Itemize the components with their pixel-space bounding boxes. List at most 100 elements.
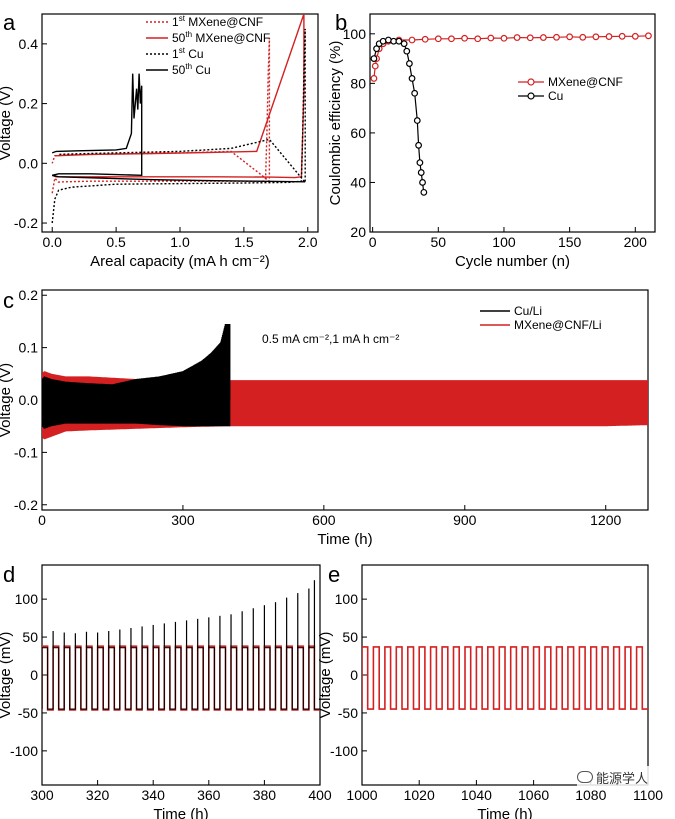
data-point [513, 34, 521, 41]
panel-letter-c: c [3, 288, 14, 313]
data-point [566, 33, 574, 41]
data-point [631, 32, 639, 40]
y-tick-label: -100 [10, 743, 38, 759]
data-point [415, 141, 422, 149]
data-point [553, 33, 560, 41]
data-point [500, 34, 508, 42]
y-tick-label: -50 [18, 705, 38, 721]
y-tick-label: 100 [335, 591, 359, 607]
y-tick-label: 100 [343, 26, 367, 42]
x-tick-label: 340 [142, 787, 166, 803]
chat-bubble-icon [577, 771, 593, 783]
y-axis-title: Voltage (mV) [317, 632, 334, 719]
x-tick-label: 100 [492, 234, 516, 250]
y-tick-label: 50 [22, 629, 38, 645]
data-point [395, 37, 403, 45]
y-tick-label: 100 [15, 591, 39, 607]
plot-area-a [51, 14, 306, 224]
watermark: 能源学人 [577, 766, 667, 788]
y-tick-label: 0.0 [19, 392, 39, 408]
y-tick-label: -100 [330, 743, 358, 759]
x-tick-label: 300 [171, 512, 195, 528]
data-point [411, 89, 419, 97]
x-tick-label: 50 [431, 234, 447, 250]
series-square-wave [42, 647, 320, 710]
data-point [645, 32, 652, 40]
y-tick-label: -0.1 [14, 444, 38, 460]
x-axis-title: Cycle number (n) [455, 253, 570, 270]
y-tick-label: -0.2 [14, 215, 38, 231]
y-tick-label: 0.4 [19, 36, 39, 52]
x-tick-label: 200 [624, 234, 648, 250]
y-tick-label: -50 [338, 705, 358, 721]
x-tick-label: 400 [308, 787, 332, 803]
plot-area-e [362, 646, 648, 710]
legend-label: MXene@CNF/Li [514, 318, 602, 332]
data-point [461, 34, 468, 42]
panel-b: b 0 50 100 150 200 20 40 60 80 100 Cycle number (n)… [327, 10, 656, 270]
x-axis-title: Time (h) [477, 806, 532, 819]
legend-label: Cu [548, 89, 563, 103]
x-axis-title: Areal capacity (mA h cm⁻²) [90, 253, 270, 270]
y-tick-label: -0.2 [14, 497, 38, 513]
legend-label: MXene@CNF [548, 75, 623, 89]
x-axis-title: Time (h) [153, 806, 208, 819]
panel-c: c 0 300 600 900 1200 -0.2 -0.1 0.0 0.1 0.2 Time (h)… [0, 287, 649, 548]
legend-label: Cu/Li [514, 304, 542, 318]
data-point [434, 35, 442, 43]
plot-area-c [42, 324, 648, 440]
panel-d: d 300 320 340 360 380 400 -100 -50 0 50 100 Time (h)… [0, 562, 332, 819]
x-tick-label: 1100 [633, 787, 663, 803]
data-point [408, 75, 416, 82]
y-axis-title: Coulombic efficiency (%) [327, 41, 344, 206]
y-tick-label: 0.2 [19, 96, 39, 112]
data-point [618, 32, 626, 40]
data-point [487, 34, 495, 42]
legend-label: 50th MXene@CNF [172, 30, 270, 45]
data-point [370, 75, 378, 82]
data-point [448, 35, 455, 43]
data-point [419, 179, 426, 186]
plot-area-d [42, 580, 320, 711]
data-point [417, 169, 425, 176]
series-line [51, 37, 271, 194]
x-tick-label: 1200 [590, 512, 621, 528]
data-point [403, 47, 411, 55]
annotation: 0.5 mA cm⁻²,1 mA h cm⁻² [262, 332, 399, 346]
data-point [592, 33, 600, 41]
y-axis-title: Voltage (V) [0, 363, 14, 437]
panel-letter-b: b [335, 10, 347, 35]
panel-letter-d: d [3, 562, 15, 587]
y-tick-label: 0.1 [19, 340, 39, 356]
y-tick-label: 80 [350, 75, 366, 91]
y-axis-title: Voltage (mV) [0, 632, 14, 719]
panel-e: e 1000 1020 1040 1060 1080 1100 -100 -50 0 50 100 Ti… [317, 562, 663, 819]
data-point [526, 34, 534, 42]
series-line [51, 14, 305, 179]
x-tick-label: 1020 [404, 787, 435, 803]
x-tick-label: 1040 [461, 787, 492, 803]
series-line [373, 35, 649, 79]
data-point [416, 159, 424, 167]
x-tick-label: 1.5 [234, 234, 254, 250]
legend-marker [527, 92, 535, 100]
legend-label: 1st Cu [172, 46, 204, 61]
data-point [420, 188, 428, 196]
y-tick-label: 60 [350, 125, 366, 141]
x-tick-label: 380 [253, 787, 277, 803]
data-point [413, 117, 421, 124]
legend-marker [527, 78, 535, 86]
series-line [51, 28, 306, 224]
watermark-text: 能源学人 [596, 771, 649, 787]
x-tick-label: 0.0 [42, 234, 62, 250]
data-point [371, 62, 379, 70]
y-tick-label: 0 [30, 667, 38, 683]
data-point [605, 33, 613, 40]
x-tick-label: 300 [30, 787, 54, 803]
series-line [373, 39, 425, 193]
